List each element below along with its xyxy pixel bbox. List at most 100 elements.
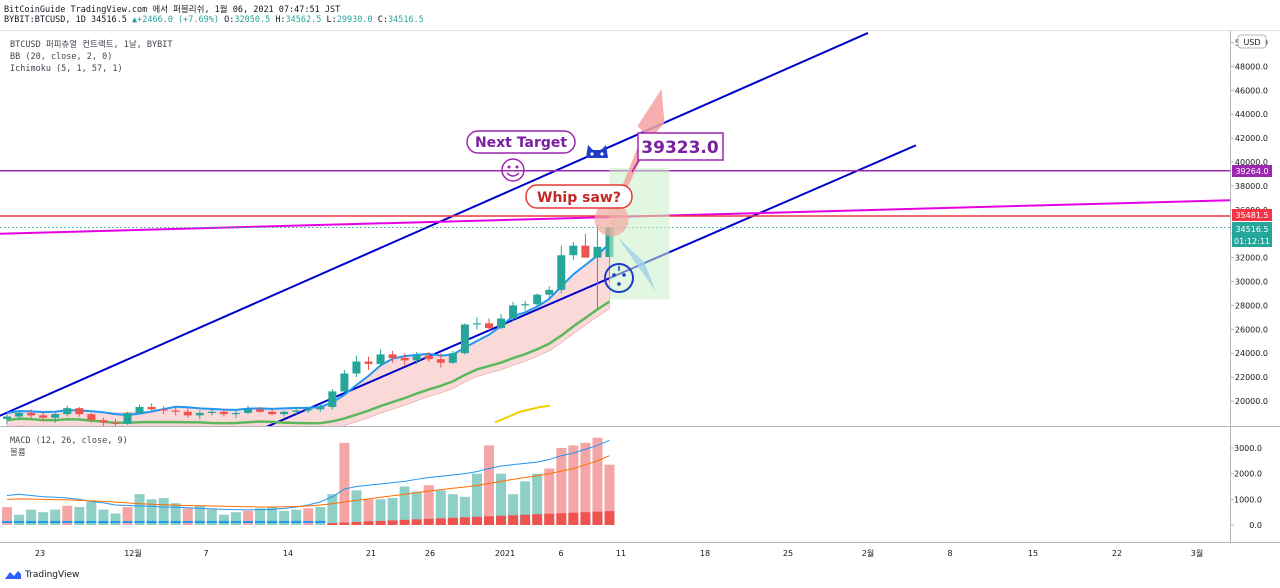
currency-button[interactable]: USD <box>1237 34 1267 49</box>
candle-body <box>280 411 289 415</box>
candle-body <box>328 391 337 407</box>
time-axis[interactable]: 23 12월 7 14 21 26 2021 6 11 18 25 2월 8 15 22 3월 <box>35 548 1203 558</box>
macd-histogram-bar <box>86 520 97 523</box>
volume-bar <box>387 498 398 525</box>
price-tick-label: 32000.0 <box>1235 254 1268 263</box>
macd-histogram-bar <box>158 520 169 523</box>
candle-body <box>135 406 144 413</box>
macd-histogram-bar <box>194 520 205 523</box>
volume-bar <box>580 442 591 525</box>
candle-body <box>581 245 590 258</box>
price-chart[interactable]: 20000.0 22000.0 24000.0 26000.0 28000.0 30000… <box>0 0 1280 568</box>
volume-bar <box>484 445 494 525</box>
open-label: O: <box>224 15 235 25</box>
volume-bar <box>496 473 507 525</box>
macd-histogram-bar <box>459 517 470 525</box>
volume-bar <box>50 509 61 525</box>
macd-histogram-bar <box>508 515 519 525</box>
candle-body <box>183 411 192 416</box>
volume-bar <box>98 509 109 525</box>
candle-body <box>376 354 385 364</box>
symbol-line: BYBIT:BTCUSD, 1D <box>4 15 86 25</box>
dizzy-face-icon <box>604 263 634 293</box>
volume-bar <box>279 510 290 525</box>
user-drawings <box>594 89 670 300</box>
macd-histogram-bar <box>568 512 579 525</box>
candle-body <box>497 318 506 329</box>
smile-icon <box>501 158 525 182</box>
macd-tick-label: 2000.0 <box>1234 470 1262 479</box>
volume-bar <box>86 501 97 525</box>
open-value: 32050.5 <box>234 15 271 25</box>
time-tick-label: 11 <box>616 549 626 558</box>
close-value: 34516.5 <box>387 15 424 25</box>
target-price-callout: 39323.0 <box>631 132 724 173</box>
candle-body <box>472 323 481 325</box>
volume-bar <box>315 507 326 525</box>
macd-histogram-bar <box>26 520 37 523</box>
highlight-circle <box>594 202 629 237</box>
channel-lower-line <box>265 144 917 426</box>
candle-body <box>171 410 180 412</box>
candle-body <box>400 357 409 361</box>
candle-body <box>231 412 240 415</box>
candle-body <box>485 323 493 329</box>
volume-bar <box>158 498 169 525</box>
time-tick-label: 6 <box>558 549 563 558</box>
volume-bar <box>435 490 446 525</box>
price-tick-label: 26000.0 <box>1235 325 1268 334</box>
macd-histogram-bar <box>50 520 61 523</box>
high-label: H: <box>275 15 286 25</box>
candle-body <box>15 412 24 417</box>
legend-macd: MACD (12, 26, close, 9) <box>10 436 128 446</box>
macd-histogram-bar <box>339 522 350 525</box>
whip-saw-callout: Whip saw? <box>525 184 633 209</box>
macd-histogram-bar <box>315 520 326 523</box>
candle-body <box>292 410 301 412</box>
macd-pane <box>2 437 615 525</box>
close-label: C: <box>377 15 388 25</box>
macd-histogram-bar <box>580 512 591 525</box>
ichimoku-base-line <box>6 300 611 425</box>
time-tick-label: 18 <box>700 549 710 558</box>
candle-body <box>99 420 108 423</box>
volume-bar <box>351 490 362 525</box>
next-target-callout: Next Target <box>466 130 576 154</box>
volume-bar <box>339 442 350 525</box>
volume-bar <box>206 509 217 525</box>
candle-body <box>244 409 252 413</box>
last-price: 34516.5 <box>91 15 127 25</box>
macd-histogram-bar <box>170 520 181 523</box>
volume-bar <box>411 491 422 525</box>
candle-body <box>27 412 36 416</box>
volume-bar <box>399 486 410 525</box>
macd-tick-label: 1000.0 <box>1234 495 1262 504</box>
volume-bar <box>230 512 241 525</box>
candle-body <box>63 408 72 415</box>
candle-body <box>340 373 349 392</box>
candle-body <box>256 409 265 412</box>
volume-bar <box>423 485 434 525</box>
volume-bar <box>363 499 374 525</box>
high-value: 34562.5 <box>285 15 322 25</box>
macd-histogram-bar <box>122 520 133 523</box>
time-tick-label: 2021 <box>495 549 515 558</box>
volume-bar <box>170 503 181 525</box>
macd-histogram-bar <box>62 520 73 523</box>
volume-bar <box>532 473 543 525</box>
price-tick-label: 48000.0 <box>1235 62 1268 71</box>
macd-histogram-bar <box>14 520 25 523</box>
macd-histogram-bar <box>496 515 507 525</box>
candle-body <box>424 355 433 360</box>
channel-upper-line <box>0 32 869 417</box>
price-tick-label: 20000.0 <box>1235 397 1268 406</box>
candle-body <box>147 406 156 410</box>
svg-text:USD: USD <box>1243 38 1260 47</box>
candle-body <box>123 412 132 424</box>
red-level-badge: 35481.5 <box>1232 209 1272 221</box>
macd-histogram-bar <box>484 516 494 525</box>
candle-body <box>364 361 373 364</box>
macd-histogram-bar <box>2 520 12 523</box>
macd-axis[interactable]: 0.0 1000.0 2000.0 3000.0 <box>1230 444 1262 530</box>
macd-histogram-bar <box>38 520 49 523</box>
